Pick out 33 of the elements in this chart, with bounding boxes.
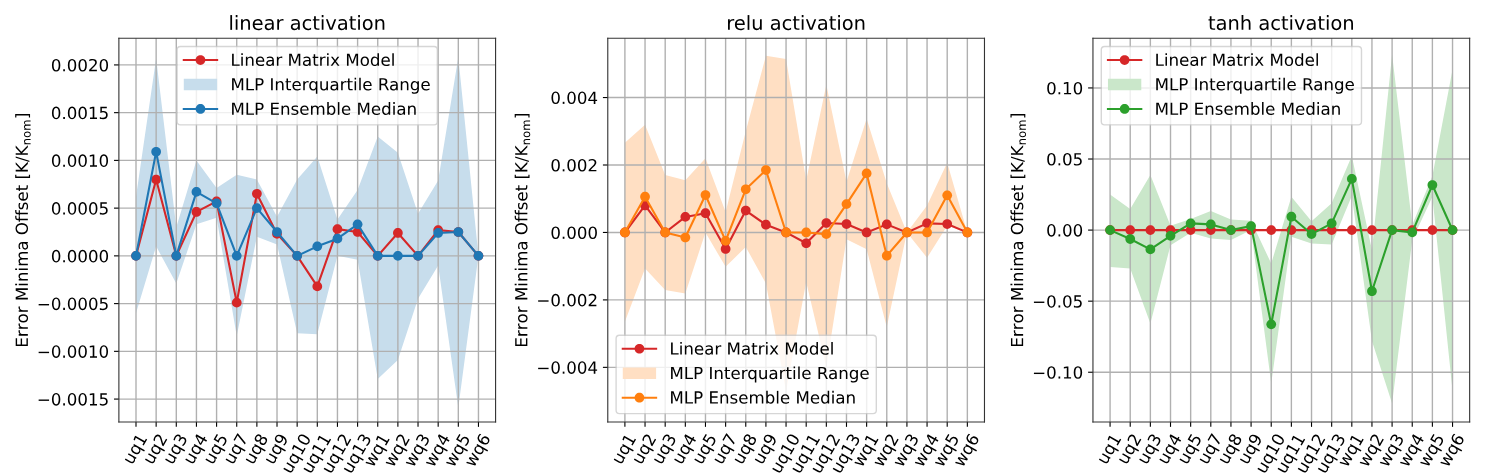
y-tick-label: 0.0020 xyxy=(51,58,109,72)
legend-label: MLP Interquartile Range xyxy=(671,366,869,383)
y-tick-label: −0.10 xyxy=(1033,366,1083,379)
chart-title: relu activation xyxy=(728,15,865,31)
y-axis-title: Error Minima Offset [K/K$_{nom}$] xyxy=(1010,113,1027,347)
legend-label: MLP Ensemble Median xyxy=(1156,102,1340,116)
legend-label: MLP Ensemble Median xyxy=(232,102,416,116)
y-tick-label: −0.002 xyxy=(538,293,597,307)
y-tick-label: −0.0010 xyxy=(38,345,109,358)
legend-label: MLP Ensemble Median xyxy=(671,390,855,404)
y-tick-label: 0.0000 xyxy=(51,249,109,263)
legend-label: MLP Interquartile Range xyxy=(1156,77,1354,94)
y-tick-label: 0.0010 xyxy=(51,154,109,167)
legend-label: Linear Matrix Model xyxy=(232,53,394,67)
y-tick-label: 0.000 xyxy=(551,226,597,240)
legend-label: Linear Matrix Model xyxy=(1156,53,1318,67)
y-axis-title: Error Minima Offset [K/K$_{nom}$] xyxy=(15,113,31,347)
legend-label: Linear Matrix Model xyxy=(671,341,833,355)
y-tick-label: 0.00 xyxy=(1047,224,1083,237)
y-axis-title: Error Minima Offset [K/K$_{nom}$] xyxy=(514,113,531,347)
y-tick-label: −0.05 xyxy=(1033,295,1082,308)
y-tick-label: −0.0015 xyxy=(38,393,108,406)
y-tick-label: 0.0015 xyxy=(51,106,108,120)
chart-title: linear activation xyxy=(230,15,385,31)
legend-label: MLP Interquartile Range xyxy=(232,77,430,94)
y-tick-label: −0.0005 xyxy=(38,297,108,311)
chart-title: tanh activation xyxy=(1208,15,1353,31)
y-tick-label: 0.05 xyxy=(1047,152,1082,166)
y-tick-label: −0.004 xyxy=(538,361,598,374)
y-tick-label: 0.002 xyxy=(551,158,597,172)
y-tick-label: 0.0005 xyxy=(51,202,108,215)
y-tick-label: 0.004 xyxy=(551,91,598,105)
y-tick-label: 0.10 xyxy=(1047,81,1083,95)
